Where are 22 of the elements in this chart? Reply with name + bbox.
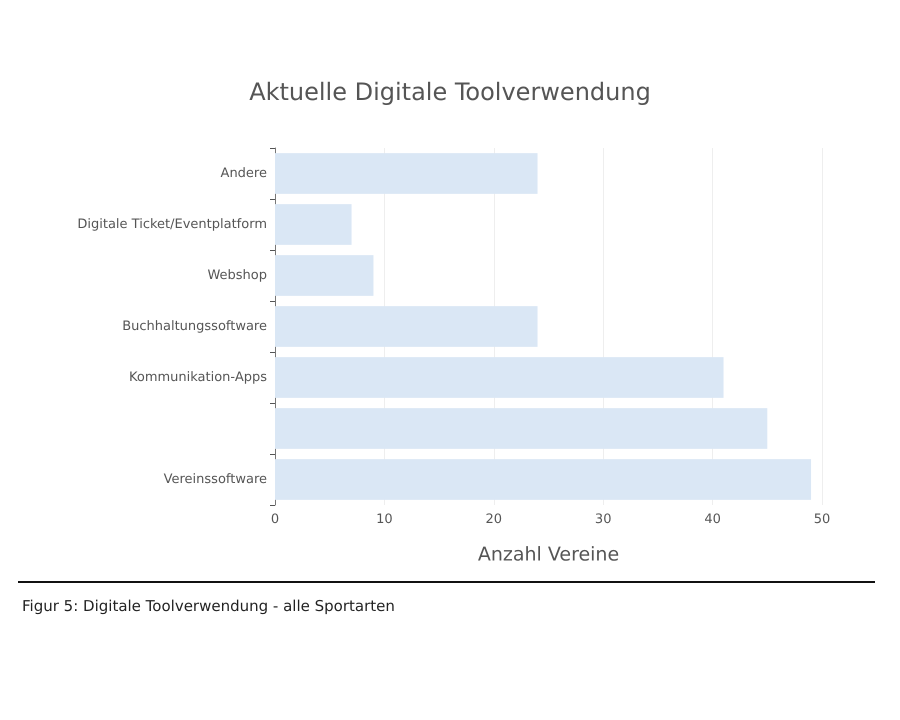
x-tick-label: 0 [270,512,280,527]
bar [275,204,352,245]
bar [275,306,538,347]
text: Figur 5: Digitale Toolverwendung - alle Sportarten [22,597,395,615]
y-tick-label: Webshop [207,268,267,283]
bar [275,357,724,398]
y-tick-label: Buchhaltungssoftware [122,319,267,334]
bar [275,408,768,449]
y-tick-label: Andere [220,166,267,181]
chart-title: Aktuelle Digitale Toolverwendung [249,78,651,106]
bar [275,255,374,296]
x-axis-title: Anzahl Vereine [478,544,620,566]
x-tick-label: 30 [594,512,612,527]
x-tick-label: 20 [486,512,502,527]
bar [275,153,538,194]
y-tick-label: Kommunikation-Apps [129,370,268,385]
x-tick-label: 40 [704,512,721,527]
y-tick-label: Digitale Ticket/Eventplatform [77,217,267,232]
x-tick-label: 50 [814,512,830,527]
bar [275,459,812,500]
y-tick-label: Vereinssoftware [164,472,267,487]
x-tick-label: 10 [376,512,393,527]
